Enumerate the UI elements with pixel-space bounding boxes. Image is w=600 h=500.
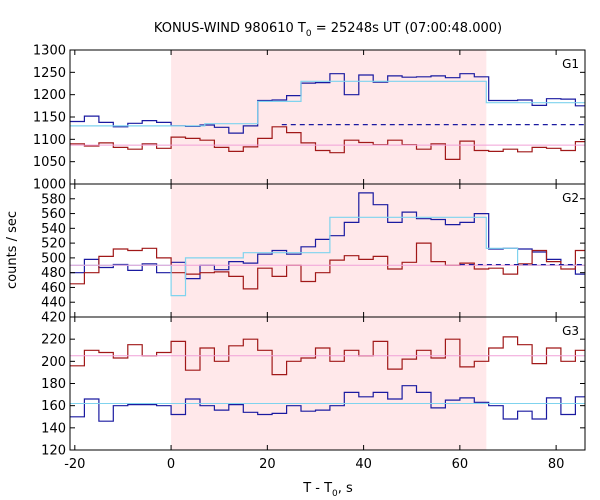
g1-model-line	[70, 80, 585, 127]
g3-series-blue-series	[70, 385, 585, 422]
y-tick-label-g3: 180	[41, 377, 66, 392]
shaded-interval-g1	[171, 50, 487, 184]
y-tick-label-g2: 500	[41, 251, 66, 266]
chart-title: KONUS-WIND 980610 T0 = 25248s UT (07:00:…	[154, 21, 502, 39]
g1-series-blue-series	[70, 73, 585, 134]
x-axis: -20 0 20 40 60 80	[64, 457, 564, 472]
y-tick-label-g2: 480	[41, 266, 66, 281]
y-tick-label-g1: 1200	[33, 88, 66, 103]
y-tick-label-g3: 140	[41, 421, 66, 436]
y-tick-label-g2: 580	[41, 192, 66, 207]
g2-model-line	[70, 216, 585, 297]
y-tick-label-g3: 160	[41, 399, 66, 414]
panel-label-g3: G3	[562, 324, 579, 338]
y-axis-label: counts / sec	[5, 211, 20, 289]
x-tick-label: 40	[355, 457, 372, 472]
x-tick-label: 80	[548, 457, 565, 472]
y-tick-label-g2: 440	[41, 296, 66, 311]
shaded-interval-g3	[171, 317, 487, 450]
x-tick-label: 0	[167, 457, 175, 472]
y-tick-label-g1: 1050	[33, 155, 66, 170]
y-tick-label-g3: 220	[41, 333, 66, 348]
y-tick-label-g1: 1300	[33, 44, 66, 59]
panel-label-g1: G1	[562, 57, 579, 71]
y-tick-label-g1: 1100	[33, 133, 66, 148]
shaded-interval-g2	[171, 184, 487, 317]
x-tick-label: 60	[452, 457, 469, 472]
g2-series-red-series	[70, 242, 585, 290]
panel-label-g2: G2	[562, 191, 579, 205]
y-tick-label-g1: 1250	[33, 66, 66, 81]
y-tick-label-g1: 1000	[33, 178, 66, 193]
g3-series-red-series	[70, 336, 585, 376]
y-tick-label-g2: 520	[41, 237, 66, 252]
x-tick-label: -20	[64, 457, 85, 472]
y-tick-label-g2: 460	[41, 281, 66, 296]
x-axis-label: T - T0, s	[302, 481, 353, 499]
y-tick-label-g3: 120	[41, 444, 66, 459]
panel-g1: 1000 1050 1100 1150 1200 1250 1300 G1	[33, 44, 586, 193]
panel-g3: 120 140 160 180 200 220 G3	[41, 316, 586, 459]
y-tick-label-g3: 200	[41, 355, 66, 370]
x-tick-label: 20	[259, 457, 276, 472]
y-tick-label-g2: 540	[41, 222, 66, 237]
y-tick-label-g2: 560	[41, 207, 66, 222]
y-tick-label-g2: 420	[41, 311, 66, 326]
y-tick-label-g1: 1150	[33, 111, 66, 126]
g1-series-red-series	[70, 126, 585, 160]
